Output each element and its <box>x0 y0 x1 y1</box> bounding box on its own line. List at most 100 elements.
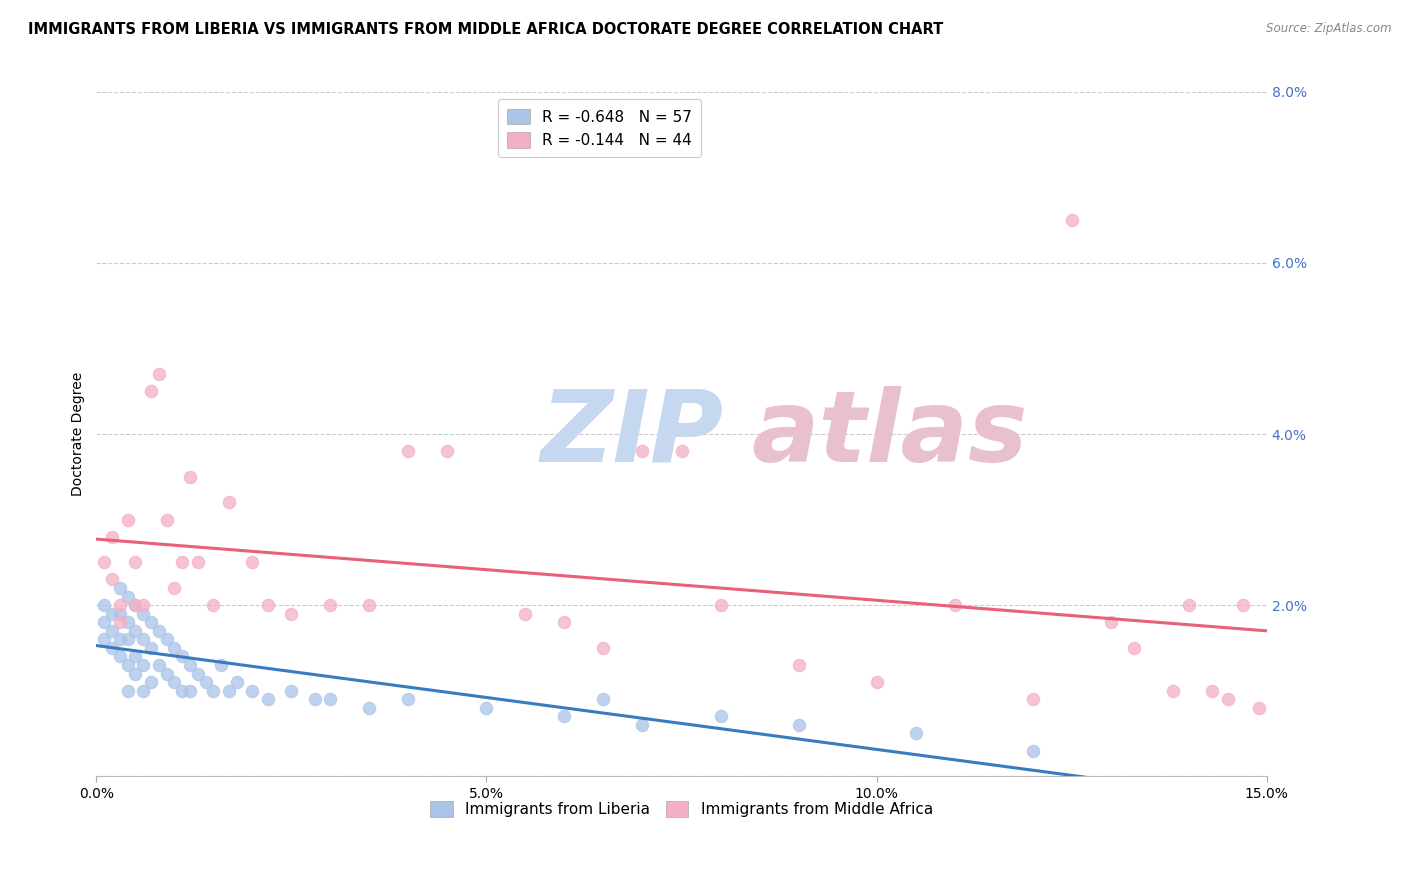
Point <box>1201 683 1223 698</box>
Point <box>124 624 146 638</box>
Point <box>359 598 381 612</box>
Point <box>904 726 927 740</box>
Point <box>117 512 139 526</box>
Point <box>163 675 186 690</box>
Point <box>101 624 124 638</box>
Point <box>179 470 201 484</box>
Point <box>257 692 280 706</box>
Point <box>787 657 810 672</box>
Point <box>132 632 155 647</box>
Point <box>108 581 131 595</box>
Point <box>155 632 177 647</box>
Point <box>108 632 131 647</box>
Point <box>108 615 131 630</box>
Text: IMMIGRANTS FROM LIBERIA VS IMMIGRANTS FROM MIDDLE AFRICA DOCTORATE DEGREE CORREL: IMMIGRANTS FROM LIBERIA VS IMMIGRANTS FR… <box>28 22 943 37</box>
Point <box>553 615 575 630</box>
Point <box>139 615 162 630</box>
Point <box>709 598 731 612</box>
Point <box>132 607 155 621</box>
Point <box>155 512 177 526</box>
Point <box>865 675 887 690</box>
Point <box>117 683 139 698</box>
Point <box>124 666 146 681</box>
Point <box>132 683 155 698</box>
Point <box>671 444 693 458</box>
Point <box>117 657 139 672</box>
Point <box>163 581 186 595</box>
Point <box>117 632 139 647</box>
Point <box>93 615 115 630</box>
Point <box>304 692 326 706</box>
Point <box>209 657 232 672</box>
Point <box>396 444 419 458</box>
Point <box>242 683 264 698</box>
Point <box>148 657 170 672</box>
Point <box>943 598 966 612</box>
Point <box>1021 692 1043 706</box>
Point <box>257 598 280 612</box>
Point <box>202 598 225 612</box>
Point <box>139 384 162 399</box>
Point <box>101 573 124 587</box>
Point <box>117 615 139 630</box>
Point <box>179 683 201 698</box>
Point <box>108 649 131 664</box>
Point <box>359 700 381 714</box>
Point <box>179 657 201 672</box>
Point <box>1216 692 1239 706</box>
Point <box>1161 683 1184 698</box>
Point <box>101 607 124 621</box>
Point <box>172 683 194 698</box>
Point <box>108 607 131 621</box>
Point <box>139 640 162 655</box>
Point <box>1177 598 1199 612</box>
Point <box>631 444 654 458</box>
Point <box>1232 598 1254 612</box>
Point <box>93 598 115 612</box>
Point <box>101 530 124 544</box>
Point <box>194 675 217 690</box>
Point <box>93 555 115 569</box>
Point <box>163 640 186 655</box>
Point <box>280 607 302 621</box>
Point <box>148 367 170 381</box>
Y-axis label: Doctorate Degree: Doctorate Degree <box>72 372 86 496</box>
Point <box>155 666 177 681</box>
Point <box>242 555 264 569</box>
Point <box>553 709 575 723</box>
Legend: Immigrants from Liberia, Immigrants from Middle Africa: Immigrants from Liberia, Immigrants from… <box>425 795 939 823</box>
Point <box>225 675 247 690</box>
Point <box>1060 213 1083 227</box>
Point <box>124 555 146 569</box>
Point <box>787 718 810 732</box>
Point <box>319 692 342 706</box>
Point <box>108 598 131 612</box>
Point <box>475 700 498 714</box>
Text: atlas: atlas <box>752 385 1028 483</box>
Point <box>280 683 302 698</box>
Point <box>124 649 146 664</box>
Point <box>218 495 240 509</box>
Point <box>1021 743 1043 757</box>
Point <box>148 624 170 638</box>
Point <box>218 683 240 698</box>
Point <box>187 666 209 681</box>
Point <box>1247 700 1270 714</box>
Text: ZIP: ZIP <box>541 385 724 483</box>
Point <box>631 718 654 732</box>
Point <box>132 657 155 672</box>
Point <box>396 692 419 706</box>
Point <box>515 607 537 621</box>
Point <box>124 598 146 612</box>
Point <box>436 444 458 458</box>
Point <box>187 555 209 569</box>
Point <box>124 598 146 612</box>
Point <box>172 649 194 664</box>
Point <box>1123 640 1146 655</box>
Text: Source: ZipAtlas.com: Source: ZipAtlas.com <box>1267 22 1392 36</box>
Point <box>592 640 614 655</box>
Point <box>709 709 731 723</box>
Point <box>139 675 162 690</box>
Point <box>101 640 124 655</box>
Point <box>202 683 225 698</box>
